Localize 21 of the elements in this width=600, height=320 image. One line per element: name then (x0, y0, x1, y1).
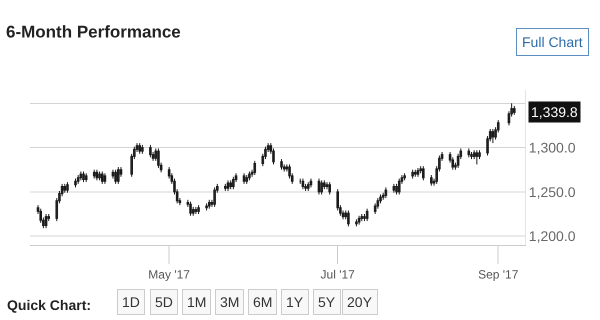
text: 1M (187, 294, 206, 310)
candlestick (74, 178, 77, 188)
text: Full Chart (522, 34, 583, 50)
x-tick-label: May '17 (148, 267, 190, 282)
candlestick (310, 178, 312, 188)
x-tick-label: Jul '17 (320, 267, 356, 282)
annotation: 1,339.8 (531, 104, 578, 120)
text: 5Y (318, 294, 336, 310)
text: 6M (253, 294, 272, 310)
text: 3M (220, 294, 240, 310)
y-tick-label: 1,250.0 (528, 184, 576, 200)
candlestick (470, 152, 473, 160)
chart-title: 6-Month Performance (6, 22, 181, 42)
text: 5D (155, 294, 173, 310)
text: 20Y (347, 294, 373, 310)
y-tick-label: 1,200.0 (528, 228, 576, 244)
text: 1Y (286, 294, 304, 310)
y-tick-label: 1,300.0 (528, 139, 576, 156)
text: 1D (122, 294, 140, 310)
text: Quick Chart: (7, 297, 92, 313)
x-tick-label: Sep '17 (478, 267, 519, 282)
